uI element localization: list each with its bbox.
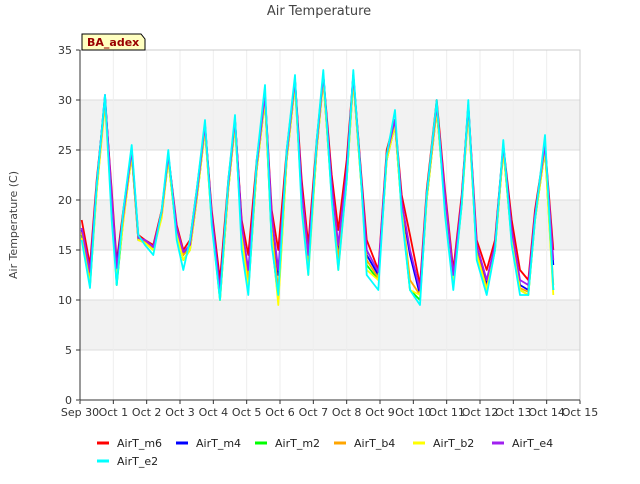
legend-item-airt-e4: AirT_e4 bbox=[492, 437, 553, 450]
y-tick-label: 20 bbox=[58, 194, 72, 207]
y-tick-label: 30 bbox=[58, 94, 72, 107]
x-tick-label: Oct 1 bbox=[99, 406, 129, 419]
chart-title: Air Temperature bbox=[267, 4, 371, 19]
x-tick-label: Oct 11 bbox=[428, 406, 465, 419]
x-tick-label: Oct 5 bbox=[232, 406, 262, 419]
x-tick-label: Oct 4 bbox=[199, 406, 229, 419]
badge-label: BA_adex bbox=[87, 36, 139, 49]
grid-band bbox=[80, 300, 580, 350]
x-tick-label: Oct 8 bbox=[332, 406, 362, 419]
y-tick-label: 0 bbox=[65, 394, 72, 407]
plot-area bbox=[80, 50, 580, 400]
y-tick-label: 10 bbox=[58, 294, 72, 307]
legend-label: AirT_b2 bbox=[433, 437, 474, 450]
x-tick-label: Oct 14 bbox=[528, 406, 565, 419]
grid-band bbox=[80, 100, 580, 150]
legend-label: AirT_m4 bbox=[196, 437, 241, 450]
y-tick-label: 25 bbox=[58, 144, 72, 157]
legend-item-airt-m4: AirT_m4 bbox=[176, 437, 241, 450]
legend-item-airt-b2: AirT_b2 bbox=[413, 437, 474, 450]
x-tick-label: Oct 9 bbox=[365, 406, 395, 419]
legend-label: AirT_e4 bbox=[512, 437, 553, 450]
x-tick-label: Oct 6 bbox=[265, 406, 295, 419]
legend-item-airt-m2: AirT_m2 bbox=[255, 437, 320, 450]
legend-label: AirT_b4 bbox=[354, 437, 395, 450]
y-tick-label: 5 bbox=[65, 344, 72, 357]
x-tick-label: Sep 30 bbox=[61, 406, 99, 419]
legend-label: AirT_e2 bbox=[117, 455, 158, 468]
legend-item-airt-b4: AirT_b4 bbox=[334, 437, 395, 450]
y-axis-label: Air Temperature (C) bbox=[7, 171, 20, 279]
x-tick-label: Oct 13 bbox=[495, 406, 532, 419]
legend-label: AirT_m6 bbox=[117, 437, 162, 450]
x-tick-label: Oct 12 bbox=[462, 406, 499, 419]
x-tick-label: Oct 3 bbox=[165, 406, 195, 419]
x-tick-label: Oct 7 bbox=[299, 406, 329, 419]
series-layer bbox=[80, 69, 555, 306]
badge-box bbox=[81, 33, 146, 51]
series-line-airt-e2 bbox=[80, 69, 555, 306]
x-tick-label: Oct 2 bbox=[132, 406, 162, 419]
y-tick-label: 35 bbox=[58, 44, 72, 57]
y-tick-label: 15 bbox=[58, 244, 72, 257]
site-badge: BA_adex bbox=[81, 33, 146, 51]
legend: AirT_m6 AirT_m4 AirT_m2 AirT_b4 AirT_b2 AirT_… bbox=[97, 437, 553, 468]
legend-item-airt-e2: AirT_e2 bbox=[97, 455, 158, 468]
legend-label: AirT_m2 bbox=[275, 437, 320, 450]
x-tick-label: Oct 10 bbox=[395, 406, 432, 419]
legend-item-airt-m6: AirT_m6 bbox=[97, 437, 162, 450]
axes: 0 5 10 15 20 25 30 35 Sep 30 Oct 1 Oct 2 Oct 3 Oct 4… bbox=[58, 44, 598, 419]
x-tick-label: Oct 15 bbox=[562, 406, 599, 419]
